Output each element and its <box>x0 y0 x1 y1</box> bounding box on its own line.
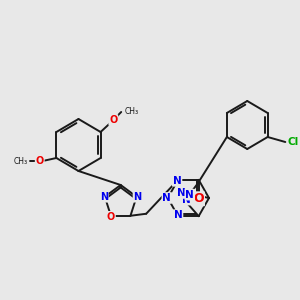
Text: N: N <box>162 193 171 203</box>
Text: N: N <box>174 210 182 220</box>
Text: CH₃: CH₃ <box>124 107 138 116</box>
Text: N: N <box>173 176 182 186</box>
Text: N: N <box>182 195 190 205</box>
Text: O: O <box>36 156 44 166</box>
Text: CH₃: CH₃ <box>14 157 28 166</box>
Text: N: N <box>100 192 108 202</box>
Text: N: N <box>134 192 142 202</box>
Text: N: N <box>185 190 194 200</box>
Text: O: O <box>107 212 115 222</box>
Text: N: N <box>177 188 186 198</box>
Text: O: O <box>194 192 204 205</box>
Text: Cl: Cl <box>287 137 298 147</box>
Text: O: O <box>109 115 118 125</box>
